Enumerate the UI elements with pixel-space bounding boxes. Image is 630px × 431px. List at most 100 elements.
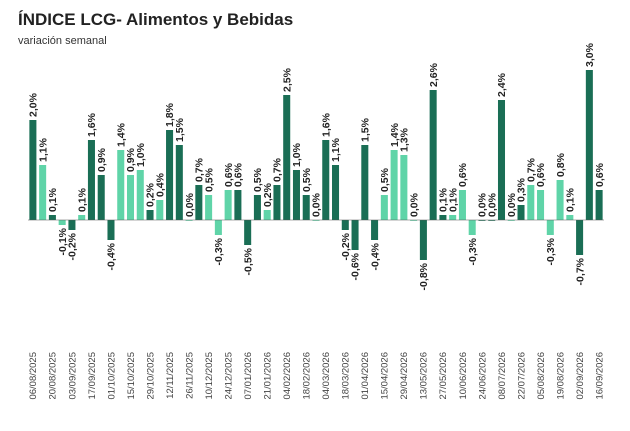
bar-34 xyxy=(361,145,369,220)
x-tick-label-28: 02/09/2026 xyxy=(575,352,586,400)
bar-5 xyxy=(78,215,86,220)
bar-value-label-49: 0,0% xyxy=(506,192,518,217)
x-tick-label-24: 08/07/2026 xyxy=(497,352,508,400)
bar-value-label-36: 0,5% xyxy=(379,167,391,192)
x-tick-label-1: 20/08/2025 xyxy=(48,352,59,400)
x-tick-label-0: 06/08/2025 xyxy=(28,352,39,400)
bar-value-label-23: 0,5% xyxy=(252,167,264,192)
bar-54 xyxy=(556,180,564,220)
bar-value-label-27: 1,0% xyxy=(291,142,303,167)
bar-value-label-10: 0,9% xyxy=(125,147,137,172)
bar-45 xyxy=(468,220,476,235)
bar-value-label-11: 1,0% xyxy=(135,142,147,167)
bar-14 xyxy=(166,130,174,220)
bar-value-label-55: 0,1% xyxy=(565,187,577,212)
bar-value-label-22: -0,5% xyxy=(242,247,254,275)
bars-group xyxy=(29,70,603,260)
bar-value-label-31: 1,1% xyxy=(330,137,342,162)
bar-value-label-18: 0,5% xyxy=(203,167,215,192)
bar-value-label-40: -0,8% xyxy=(418,262,430,290)
bar-11 xyxy=(136,170,144,220)
bar-3 xyxy=(58,220,66,225)
x-tick-label-26: 05/08/2026 xyxy=(536,352,547,400)
bar-value-label-53: -0,3% xyxy=(545,237,557,265)
x-tick-label-22: 10/06/2026 xyxy=(458,352,469,400)
bar-value-label-16: 0,0% xyxy=(184,192,196,217)
x-axis-labels-group: 06/08/2025 20/08/2025 03/09/2025 17/09/2025… xyxy=(28,352,605,400)
bar-13 xyxy=(156,200,164,220)
x-tick-label-27: 19/08/2026 xyxy=(555,352,566,400)
x-tick-label-18: 15/04/2026 xyxy=(380,352,391,400)
x-tick-label-25: 22/07/2026 xyxy=(516,352,527,400)
bar-24 xyxy=(263,210,271,220)
bar-value-label-33: -0,6% xyxy=(350,252,362,280)
bar-50 xyxy=(517,205,525,220)
bar-value-label-6: 1,6% xyxy=(86,112,98,137)
bar-value-label-29: 0,0% xyxy=(311,192,323,217)
bar-value-label-52: 0,6% xyxy=(535,162,547,187)
x-tick-label-17: 01/04/2026 xyxy=(360,352,371,400)
bar-44 xyxy=(458,190,466,220)
bar-56 xyxy=(576,220,584,255)
bar-9 xyxy=(117,150,125,220)
bar-value-label-15: 1,5% xyxy=(174,117,186,142)
chart-title: ÍNDICE LCG- Alimentos y Bebidas xyxy=(18,10,294,29)
value-labels-group: 2,0%1,1%0,1%-0,1%-0,2%0,1%1,6%0,9%-0,4%1… xyxy=(28,42,606,290)
x-tick-label-12: 21/01/2026 xyxy=(263,352,274,400)
bar-value-label-30: 1,6% xyxy=(320,112,332,137)
bar-32 xyxy=(341,220,349,230)
bar-10 xyxy=(126,175,135,220)
x-tick-label-11: 07/01/2026 xyxy=(243,352,254,400)
bar-36 xyxy=(380,195,388,220)
bar-29 xyxy=(312,220,320,221)
x-tick-label-16: 18/03/2026 xyxy=(341,352,352,400)
bar-value-label-37: 1,4% xyxy=(389,122,401,147)
bar-20 xyxy=(224,190,232,220)
x-tick-label-6: 29/10/2025 xyxy=(145,352,156,400)
bar-value-label-47: 0,0% xyxy=(486,192,498,217)
bar-value-label-21: 0,6% xyxy=(233,162,245,187)
x-tick-label-15: 04/03/2026 xyxy=(321,352,332,400)
x-tick-label-13: 04/02/2026 xyxy=(282,352,293,400)
bar-46 xyxy=(478,220,486,221)
bar-value-label-5: 0,1% xyxy=(76,187,88,212)
bar-41 xyxy=(429,90,437,220)
bar-value-label-56: -0,7% xyxy=(574,257,586,285)
bar-37 xyxy=(390,150,398,220)
bar-value-label-24: 0,2% xyxy=(262,182,274,207)
bar-value-label-35: -0,4% xyxy=(369,242,381,270)
x-tick-label-23: 24/06/2026 xyxy=(477,352,488,400)
bar-47 xyxy=(488,220,496,221)
bar-21 xyxy=(234,190,242,220)
bar-value-label-48: 2,4% xyxy=(496,72,508,97)
x-tick-label-5: 15/10/2025 xyxy=(126,352,137,400)
bar-value-label-20: 0,6% xyxy=(223,162,235,187)
x-tick-label-14: 18/02/2026 xyxy=(302,352,313,400)
x-tick-label-2: 03/09/2025 xyxy=(67,352,78,400)
bar-value-label-32: -0,2% xyxy=(340,232,352,260)
x-tick-label-3: 17/09/2025 xyxy=(87,352,98,400)
bar-value-label-42: 0,1% xyxy=(438,187,450,212)
bar-57 xyxy=(585,70,593,220)
bar-value-label-1: 1,1% xyxy=(37,137,49,162)
x-tick-label-8: 26/11/2025 xyxy=(184,352,195,399)
bar-39 xyxy=(410,220,418,221)
bar-4 xyxy=(68,220,76,230)
bar-value-label-4: -0,2% xyxy=(67,232,79,260)
bar-value-label-46: 0,0% xyxy=(477,192,489,217)
bar-value-label-28: 0,5% xyxy=(301,167,313,192)
bar-value-label-57: 3,0% xyxy=(584,42,596,67)
x-tick-label-20: 13/05/2026 xyxy=(419,352,430,400)
bar-30 xyxy=(322,140,330,220)
bar-value-label-25: 0,7% xyxy=(272,157,284,182)
bar-52 xyxy=(537,190,545,220)
bar-15 xyxy=(175,145,183,220)
x-tick-label-21: 27/05/2026 xyxy=(438,352,449,400)
bar-value-label-0: 2,0% xyxy=(28,92,40,117)
bar-6 xyxy=(87,140,95,220)
bar-12 xyxy=(146,210,154,220)
x-tick-label-10: 24/12/2025 xyxy=(223,352,234,400)
bar-35 xyxy=(371,220,379,240)
bar-value-label-54: 0,8% xyxy=(555,152,567,177)
bar-40 xyxy=(419,220,427,260)
